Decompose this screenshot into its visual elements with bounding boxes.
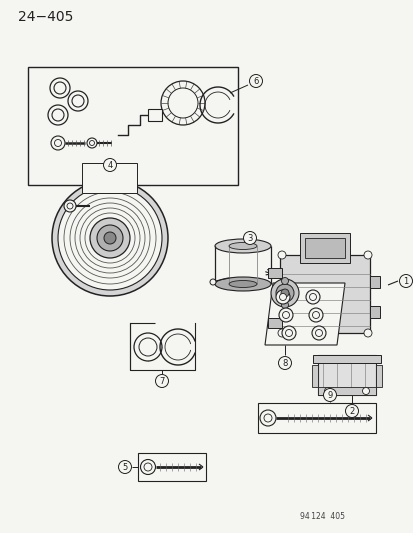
Circle shape [58,186,161,290]
Text: 24−405: 24−405 [18,10,73,24]
Text: 8: 8 [282,359,287,367]
Circle shape [249,75,262,87]
Circle shape [277,329,285,337]
Circle shape [52,180,168,296]
Circle shape [140,459,155,474]
Bar [147,109,161,121]
Ellipse shape [228,243,256,249]
Circle shape [55,140,62,147]
Circle shape [324,387,331,394]
Circle shape [168,88,197,118]
Circle shape [363,251,371,259]
Bar [267,268,281,278]
Circle shape [285,329,292,336]
Circle shape [118,461,131,473]
Bar [279,255,369,333]
Ellipse shape [280,289,288,297]
Text: 94 124  405: 94 124 405 [299,512,344,521]
Circle shape [243,231,256,245]
Text: 7: 7 [159,376,164,385]
Text: 1: 1 [402,277,408,286]
Circle shape [399,274,411,287]
Circle shape [309,294,316,301]
Bar [369,276,379,288]
Circle shape [278,308,292,322]
Circle shape [315,329,322,336]
Bar [267,318,281,328]
Circle shape [139,338,157,356]
Bar [257,403,375,433]
Bar [299,233,349,263]
Bar [317,387,375,395]
Circle shape [67,203,73,209]
Circle shape [89,141,94,146]
Bar [82,163,137,193]
Circle shape [259,410,275,426]
Circle shape [72,95,84,107]
Circle shape [48,105,68,125]
Circle shape [134,333,161,361]
Bar [317,355,375,395]
Circle shape [281,289,288,296]
Circle shape [50,78,70,98]
Circle shape [68,91,88,111]
Circle shape [363,329,371,337]
Circle shape [103,158,116,172]
Bar [369,306,379,318]
Bar [138,453,206,481]
Circle shape [282,311,289,319]
Circle shape [345,405,358,417]
Ellipse shape [271,279,298,307]
Text: 2: 2 [349,407,354,416]
Bar [28,67,237,185]
Circle shape [281,278,288,285]
Ellipse shape [214,239,271,253]
Text: 3: 3 [247,233,252,243]
Circle shape [161,81,204,125]
Text: 6: 6 [253,77,258,85]
Circle shape [312,311,319,319]
Circle shape [277,251,285,259]
Circle shape [97,225,123,251]
Ellipse shape [214,277,271,291]
Text: 9: 9 [327,391,332,400]
Circle shape [104,232,116,244]
Ellipse shape [228,280,256,287]
Bar [312,355,380,363]
Bar [304,238,344,258]
Circle shape [362,387,369,394]
Circle shape [275,290,289,304]
Circle shape [311,326,325,340]
Circle shape [90,218,130,258]
Text: 4: 4 [107,160,112,169]
Circle shape [64,200,76,212]
Circle shape [51,136,65,150]
Circle shape [281,326,295,340]
Polygon shape [264,283,344,345]
Circle shape [209,279,216,285]
Circle shape [54,82,66,94]
Circle shape [278,357,291,369]
Circle shape [263,414,271,422]
Bar [311,365,317,387]
Circle shape [308,308,322,322]
Bar [375,365,381,387]
Ellipse shape [275,284,293,302]
Circle shape [155,375,168,387]
Circle shape [281,302,288,309]
Circle shape [144,463,152,471]
Circle shape [305,290,319,304]
Circle shape [87,138,97,148]
Circle shape [323,389,336,401]
Circle shape [52,109,64,121]
Circle shape [279,294,286,301]
Text: 5: 5 [122,463,127,472]
